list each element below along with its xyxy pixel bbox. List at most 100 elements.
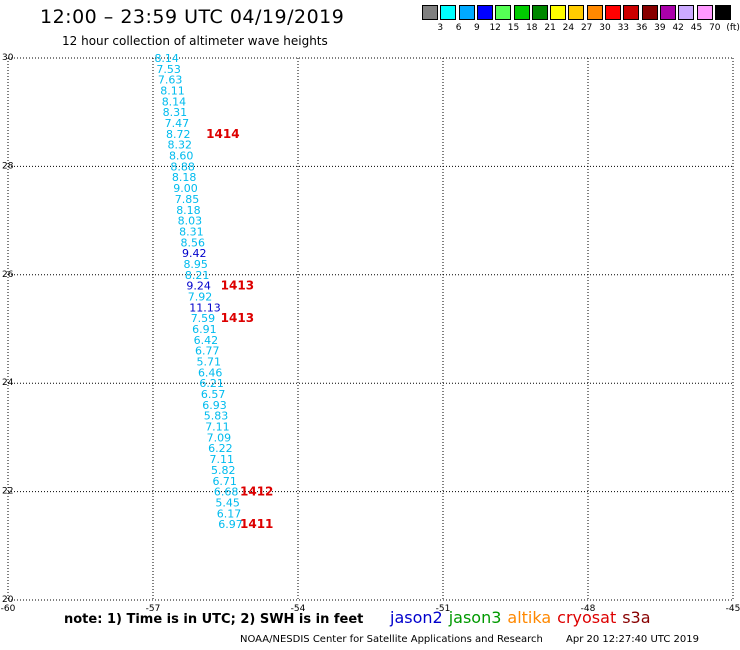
data-label: 7.63 bbox=[158, 74, 183, 87]
y-tick-label: 20 bbox=[2, 595, 14, 605]
data-label: 8.72 bbox=[166, 128, 191, 141]
time-annotation: 1411 bbox=[240, 517, 273, 531]
data-label: 8.18 bbox=[176, 204, 201, 217]
data-label: 8.31 bbox=[179, 225, 204, 238]
data-label: 8.14 bbox=[162, 95, 187, 108]
data-label: 5.45 bbox=[215, 496, 240, 509]
data-label: 8.11 bbox=[160, 85, 185, 98]
data-label: 11.13 bbox=[189, 301, 221, 314]
scale-label: 21 bbox=[544, 23, 556, 33]
scale-label: 39 bbox=[654, 23, 666, 33]
wave-height-plot: -60 -57 -54 -51 -48 -453028262422208.147.537.… bbox=[1, 52, 740, 612]
generated-timestamp: Apr 20 12:27:40 UTC 2019 bbox=[566, 634, 699, 645]
x-tick-label: -60 bbox=[1, 604, 16, 612]
data-label: 8.21 bbox=[185, 269, 210, 282]
scale-label: 12 bbox=[489, 23, 501, 33]
data-label: 6.46 bbox=[198, 366, 223, 379]
data-label: 7.11 bbox=[210, 453, 235, 466]
scale-label: 18 bbox=[526, 23, 538, 33]
x-tick-label: -57 bbox=[146, 604, 161, 612]
x-tick-label: -45 bbox=[726, 604, 740, 612]
data-label: 8.56 bbox=[181, 236, 206, 249]
scale-swatch bbox=[440, 5, 457, 20]
scale-label: 42 bbox=[672, 23, 684, 33]
data-label: 8.14 bbox=[154, 52, 179, 65]
x-tick-label: -51 bbox=[436, 604, 451, 612]
data-label: 9.42 bbox=[182, 247, 207, 260]
chart-title: 12:00 – 23:59 UTC 04/19/2019 bbox=[40, 6, 345, 28]
data-label: 7.11 bbox=[205, 421, 230, 434]
time-annotation: 1413 bbox=[221, 279, 254, 293]
data-label: 6.57 bbox=[201, 388, 226, 401]
scale-swatch bbox=[513, 5, 530, 20]
y-tick-label: 28 bbox=[2, 161, 14, 171]
data-label: 8.88 bbox=[170, 160, 195, 173]
legend-entry: s3a bbox=[622, 608, 651, 627]
data-label: 5.82 bbox=[211, 464, 236, 477]
data-label: 5.71 bbox=[197, 356, 222, 369]
scale-label: (ft) bbox=[726, 23, 740, 33]
scale-swatch bbox=[678, 5, 695, 20]
data-label: 9.00 bbox=[173, 182, 198, 195]
scale-swatch bbox=[696, 5, 713, 20]
scale-swatch bbox=[476, 5, 493, 20]
data-label: 6.68 bbox=[214, 486, 239, 499]
scale-label: 27 bbox=[580, 23, 593, 33]
data-label: 8.60 bbox=[169, 150, 194, 163]
data-label: 8.31 bbox=[163, 106, 188, 119]
scale-label: 3 bbox=[437, 23, 444, 33]
time-annotation: 1414 bbox=[206, 127, 239, 141]
scale-swatch bbox=[641, 5, 658, 20]
scale-label: 36 bbox=[635, 23, 648, 33]
legend-entry: cryosat bbox=[557, 608, 617, 627]
y-tick-label: 26 bbox=[2, 270, 14, 280]
data-label: 6.77 bbox=[195, 345, 220, 358]
data-label: 8.18 bbox=[172, 171, 197, 184]
data-label: 6.42 bbox=[194, 334, 219, 347]
credit-line: NOAA/NESDIS Center for Satellite Applica… bbox=[240, 634, 543, 645]
data-label: 6.91 bbox=[192, 323, 217, 336]
x-tick-label: -48 bbox=[581, 604, 596, 612]
scale-swatch bbox=[623, 5, 640, 20]
scale-swatch bbox=[714, 5, 731, 20]
scale-swatch bbox=[586, 5, 603, 20]
data-label: 7.59 bbox=[191, 312, 216, 325]
scale-label: 9 bbox=[474, 23, 480, 33]
scale-label: 15 bbox=[507, 23, 520, 33]
data-label: 8.03 bbox=[178, 215, 203, 228]
scale-swatch bbox=[605, 5, 621, 20]
data-label: 6.21 bbox=[199, 377, 224, 390]
scale-swatch bbox=[422, 5, 438, 20]
satellite-legend: jason2 jason3 altika cryosat s3a bbox=[390, 608, 657, 627]
scale-swatch bbox=[495, 5, 512, 20]
scale-label: 24 bbox=[562, 23, 575, 33]
data-label: 6.17 bbox=[217, 507, 242, 520]
scale-label: 30 bbox=[599, 23, 611, 33]
scale-swatch bbox=[531, 5, 548, 20]
data-label: 6.71 bbox=[212, 475, 237, 488]
y-tick-label: 30 bbox=[2, 53, 14, 63]
data-label: 8.95 bbox=[183, 258, 208, 271]
x-tick-label: -54 bbox=[291, 604, 306, 612]
data-label: 5.83 bbox=[204, 410, 229, 423]
data-label: 7.09 bbox=[207, 431, 232, 444]
scale-swatch bbox=[458, 5, 475, 20]
scale-swatch bbox=[550, 5, 567, 20]
data-label: 6.97 bbox=[218, 518, 243, 531]
footnote: note: 1) Time is in UTC; 2) SWH is in fe… bbox=[64, 612, 364, 627]
data-label: 7.92 bbox=[188, 290, 213, 303]
scale-swatch bbox=[659, 5, 676, 20]
data-label: 7.85 bbox=[175, 193, 200, 206]
scale-label: 6 bbox=[455, 23, 462, 33]
y-tick-label: 24 bbox=[2, 378, 14, 388]
scale-label: 70 bbox=[709, 23, 721, 33]
legend-entry: altika bbox=[507, 608, 552, 627]
time-annotation: 1413 bbox=[221, 311, 254, 325]
data-label: 9.24 bbox=[186, 280, 211, 293]
data-label: 6.93 bbox=[202, 399, 227, 412]
scale-swatch bbox=[568, 5, 585, 20]
data-label: 6.22 bbox=[208, 442, 233, 455]
data-label: 7.47 bbox=[165, 117, 190, 130]
legend-entry: jason3 bbox=[448, 608, 502, 627]
data-label: 7.53 bbox=[156, 63, 181, 76]
